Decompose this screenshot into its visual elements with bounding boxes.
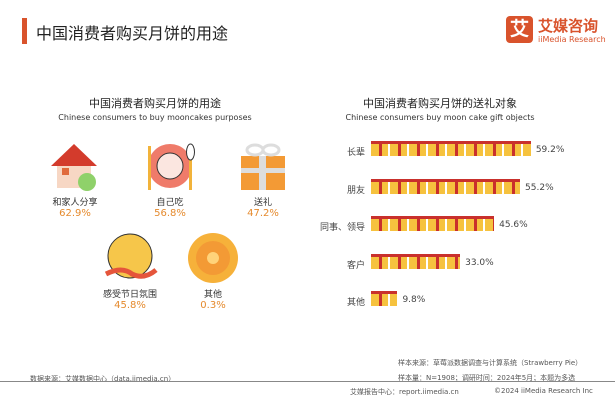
purpose-value: 62.9% — [59, 208, 91, 219]
copyright: ©2024 iiMedia Research Inc — [494, 387, 593, 395]
bar — [371, 253, 461, 269]
right-chart-title: 中国消费者购买月饼的送礼对象 — [363, 97, 517, 110]
bar-value: 59.2% — [535, 145, 565, 155]
bar-label: 朋友 — [346, 185, 365, 196]
logo: 艾 — [506, 16, 533, 43]
purpose-value: 56.8% — [154, 208, 186, 219]
bar-value: 45.6% — [499, 220, 528, 230]
bar-label: 其他 — [346, 298, 365, 308]
title-accent — [22, 18, 27, 44]
right-chart-subtitle: Chinese consumers buy moon cake gift obj… — [345, 113, 535, 122]
house-icon — [47, 138, 103, 194]
bar — [371, 216, 495, 231]
logo-text: 艾媒咨询 — [538, 17, 599, 35]
purpose-item: 送礼 47.2% — [218, 138, 308, 219]
purpose-value: 45.8% — [114, 300, 146, 311]
report-link[interactable]: 艾媒报告中心：report.iimedia.cn — [350, 388, 459, 396]
purpose-item: 自己吃 56.8% — [125, 138, 215, 219]
bar — [371, 141, 531, 156]
purpose-label: 送礼 — [253, 198, 272, 208]
footer-divider — [0, 381, 615, 382]
purpose-label: 和家人分享 — [52, 198, 98, 208]
sample-info: 样本量：N=1908；调研时间：2024年5月；本题为多选 — [398, 374, 576, 382]
purpose-value: 0.3% — [200, 300, 226, 311]
purpose-item: 感受节日氛围 45.8% — [85, 230, 175, 311]
bar-value: 55.2% — [525, 182, 554, 193]
plate-icon — [142, 138, 198, 194]
purpose-item: 和家人分享 62.9% — [30, 138, 120, 219]
left-chart-title: 中国消费者购买月饼的用途 — [89, 97, 221, 110]
bar-value: 33.0% — [465, 257, 494, 268]
gift-box-icon — [235, 138, 291, 194]
bar — [371, 291, 398, 306]
bar — [371, 178, 521, 194]
page-title: 中国消费者购买月饼的用途 — [36, 24, 229, 43]
left-chart-subtitle: Chinese consumers to buy mooncakes purpo… — [58, 113, 252, 122]
sample-source: 样本来源：草莓派数据调查与计算系统（Strawberry Pie） — [398, 359, 583, 367]
moon-icon — [102, 230, 158, 286]
logo-subtext: iiMedia Research — [538, 35, 606, 44]
bar-value: 9.8% — [402, 295, 426, 305]
purpose-label: 自己吃 — [156, 198, 184, 208]
bar-label: 客户 — [346, 260, 365, 271]
purpose-label: 其他 — [203, 290, 222, 300]
purpose-label: 感受节日氛围 — [102, 290, 157, 300]
purpose-item: 其他 0.3% — [168, 230, 258, 311]
bar-label: 长辈 — [346, 148, 365, 158]
data-source: 数据来源：艾媒数据中心（data.iimedia.cn） — [30, 375, 176, 383]
bar-label: 同事、领导 — [319, 223, 365, 233]
mooncake-icon — [185, 230, 241, 286]
purpose-value: 47.2% — [247, 208, 279, 219]
